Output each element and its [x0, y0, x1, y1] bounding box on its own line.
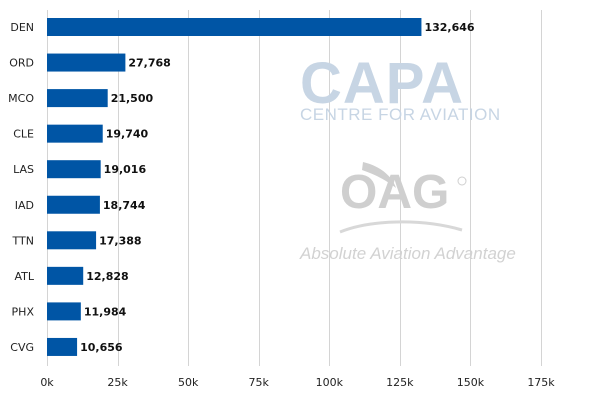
- category-label: IAD: [15, 199, 34, 212]
- category-label: LAS: [13, 163, 34, 176]
- bar: [47, 231, 97, 250]
- labels: 0k 25k 50k 75k 100k 125k 150k 175k DEN 132,646 ORD…: [8, 21, 555, 389]
- bar: [47, 302, 81, 321]
- oag-arc-icon: [339, 220, 463, 234]
- category-label: MCO: [8, 92, 34, 105]
- bar: [47, 337, 78, 356]
- category-label: ORD: [9, 57, 34, 70]
- oag-tagline: Absolute Aviation Advantage: [299, 244, 516, 263]
- data-label: 132,646: [424, 21, 474, 34]
- x-tick-label: 175k: [527, 376, 555, 389]
- data-label: 19,740: [106, 128, 149, 141]
- category-label: DEN: [10, 21, 34, 34]
- capa-subtitle: CENTRE FOR AVIATION: [300, 105, 501, 124]
- oag-swoosh-icon: [362, 162, 396, 188]
- x-tick-label: 125k: [386, 376, 414, 389]
- bars: [47, 18, 422, 356]
- category-label: ATL: [14, 270, 34, 283]
- category-label: TTN: [12, 234, 34, 247]
- data-label: 27,768: [128, 57, 170, 70]
- data-label: 19,016: [104, 163, 147, 176]
- data-label: 10,656: [80, 341, 123, 354]
- bar: [47, 53, 126, 72]
- x-tick-label: 100k: [316, 376, 344, 389]
- oag-logo-text: OAG: [340, 166, 449, 219]
- bar: [47, 160, 101, 179]
- data-label: 17,388: [99, 234, 141, 247]
- x-tick-label: 150k: [457, 376, 485, 389]
- data-label: 12,828: [86, 270, 128, 283]
- data-label: 11,984: [84, 305, 127, 318]
- bar: [47, 195, 100, 214]
- bar: [47, 89, 108, 108]
- category-label: PHX: [12, 305, 35, 318]
- capa-logo-text: CAPA: [300, 51, 464, 116]
- x-tick-label: 25k: [107, 376, 128, 389]
- x-tick-label: 0k: [40, 376, 54, 389]
- capa-watermark: CAPA CENTRE FOR AVIATION: [300, 51, 501, 124]
- bar: [47, 266, 84, 285]
- bar: [47, 18, 422, 36]
- category-label: CLE: [13, 128, 34, 141]
- data-label: 18,744: [103, 199, 146, 212]
- oag-watermark: OAG Absolute Aviation Advantage: [299, 162, 516, 263]
- x-tick-label: 75k: [249, 376, 270, 389]
- bar: [47, 124, 103, 143]
- x-tick-label: 50k: [178, 376, 199, 389]
- registered-mark-icon: [457, 176, 467, 186]
- data-label: 21,500: [111, 92, 154, 105]
- category-label: CVG: [10, 341, 34, 354]
